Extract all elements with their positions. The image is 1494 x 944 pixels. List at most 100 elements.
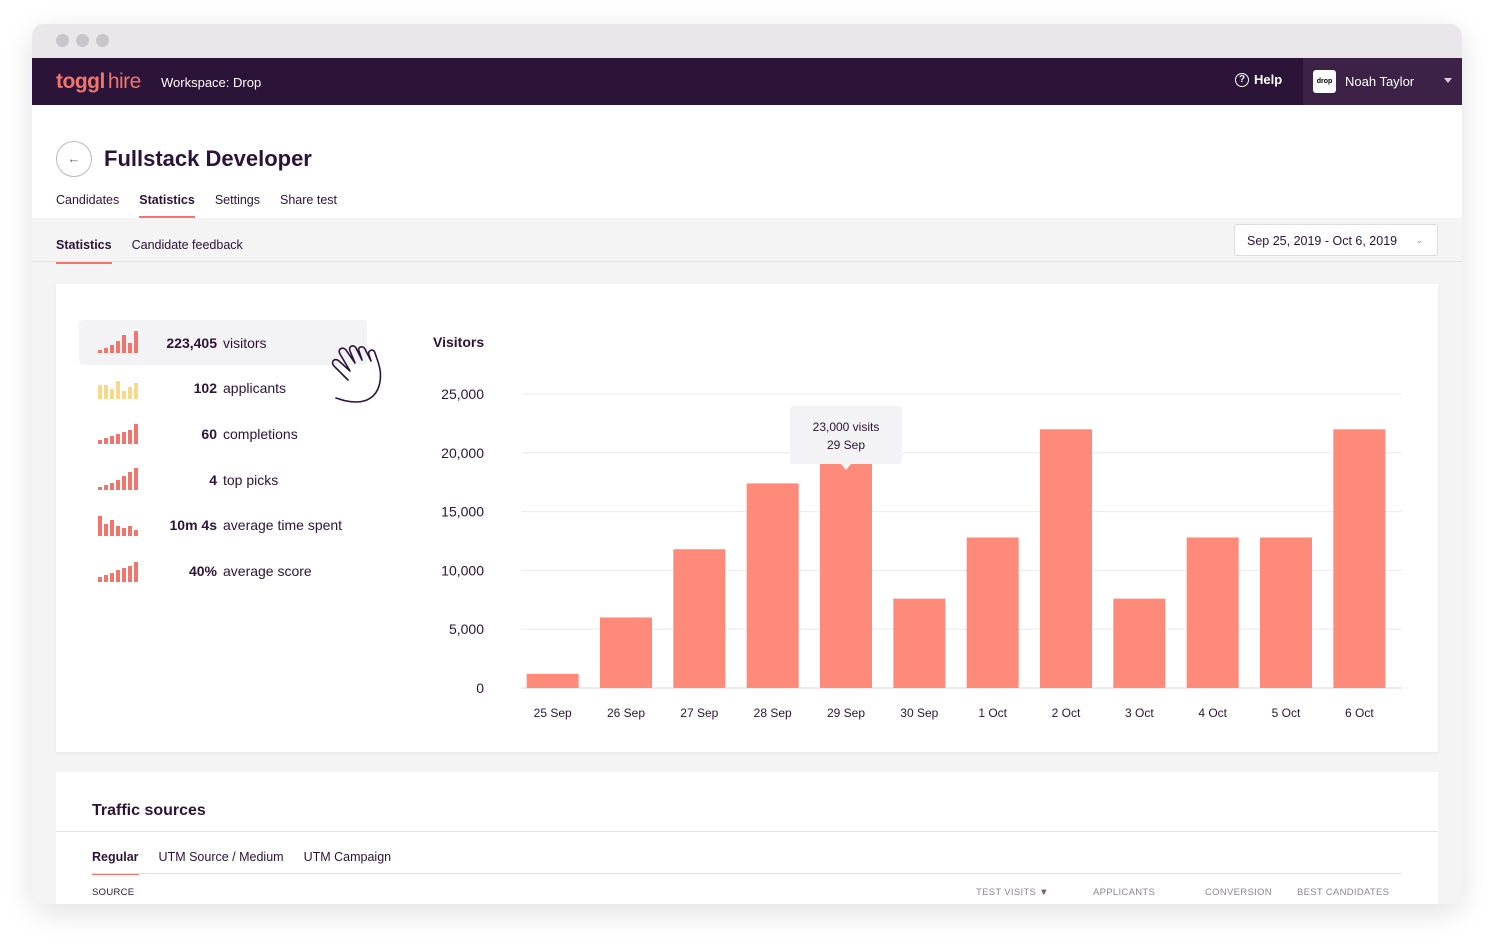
column-header-test-visits[interactable]: TEST VISITS ▼	[976, 887, 1049, 898]
date-range-picker[interactable]: Sep 25, 2019 - Oct 6, 2019 ⌄	[1234, 224, 1438, 256]
divider	[92, 873, 1402, 874]
window-titlebar	[32, 24, 1462, 58]
sort-desc-icon: ▼	[1039, 887, 1049, 898]
x-tick-label: 29 Sep	[827, 706, 865, 720]
bar[interactable]	[1040, 429, 1092, 688]
sparkline-icon	[98, 424, 138, 445]
x-tick-label: 2 Oct	[1052, 706, 1081, 720]
tab-utm-campaign[interactable]: UTM Campaign	[303, 850, 392, 864]
sparkline-icon	[98, 468, 138, 491]
divider	[56, 831, 1438, 832]
subtab-statistics[interactable]: Statistics	[56, 238, 112, 264]
bar[interactable]	[893, 598, 946, 688]
stat-row[interactable]: 10m 4s average time spent	[79, 503, 367, 548]
statistics-card: 223,405 visitors 102 applicants 60 completion…	[56, 284, 1438, 752]
workspace-label[interactable]: Workspace: Drop	[161, 75, 262, 90]
bar[interactable]	[673, 549, 726, 688]
window-maximize-dot[interactable]	[96, 34, 109, 47]
bar[interactable]	[1186, 537, 1239, 688]
x-tick-label: 3 Oct	[1125, 706, 1154, 720]
sub-tabs: Statistics Candidate feedback	[56, 238, 263, 264]
stat-value: 102	[193, 380, 217, 397]
bar[interactable]	[526, 673, 579, 688]
help-button[interactable]: ? Help	[1235, 72, 1282, 87]
stat-label: average time spent	[223, 517, 343, 534]
sparkline-icon	[98, 380, 138, 399]
chevron-down-icon: ⌄	[1415, 235, 1423, 245]
stat-value: 10m 4s	[169, 517, 217, 534]
visitors-bar-chart: 0 5,000 10,000 15,000 20,000 25,000 25 Sep 26 S…	[441, 386, 1402, 720]
top-navbar: toggl hire Workspace: Drop ? Help drop No…	[32, 58, 1462, 105]
stat-label: top picks	[223, 471, 279, 488]
user-name: Noah Taylor	[1345, 74, 1415, 89]
traffic-tabs: Regular UTM Source / Medium UTM Campaign	[92, 850, 411, 875]
column-header-conversion[interactable]: CONVERSION	[1205, 887, 1272, 898]
traffic-sources-title: Traffic sources	[92, 802, 206, 819]
hand-cursor-icon	[331, 345, 382, 403]
sparkline-icon	[98, 515, 138, 536]
app-logo[interactable]: toggl hire	[56, 70, 141, 93]
y-tick-label: 10,000	[441, 562, 484, 578]
x-tick-label: 25 Sep	[534, 706, 572, 720]
bar[interactable]	[1260, 537, 1312, 688]
tab-statistics[interactable]: Statistics	[139, 193, 195, 218]
main-tabs: Candidates Statistics Settings Share tes…	[56, 193, 357, 218]
window-minimize-dot[interactable]	[76, 34, 89, 47]
stat-row[interactable]: 40% average score	[79, 549, 367, 594]
stat-row[interactable]: 60 completions	[79, 411, 367, 456]
bar[interactable]	[746, 483, 799, 688]
x-tick-label: 1 Oct	[978, 706, 1007, 720]
stat-row[interactable]: 102 applicants	[79, 366, 367, 411]
help-icon: ?	[1235, 72, 1249, 87]
tab-share-test[interactable]: Share test	[280, 193, 337, 207]
stat-value: 4	[209, 471, 217, 488]
chart-tooltip: 23,000 visits 29 Sep	[790, 406, 902, 470]
divider	[32, 261, 1462, 262]
back-button[interactable]: ←	[56, 141, 92, 177]
help-label: Help	[1254, 72, 1283, 87]
x-tick-label: 27 Sep	[680, 706, 718, 720]
bar[interactable]	[600, 617, 652, 688]
x-tick-label: 5 Oct	[1272, 706, 1301, 720]
column-header-applicants[interactable]: APPLICANTS	[1093, 887, 1156, 898]
tooltip-text: 23,000 visits	[813, 420, 880, 434]
arrow-left-icon: ←	[67, 151, 81, 166]
bar[interactable]	[966, 537, 1019, 688]
window-close-dot[interactable]	[56, 34, 69, 47]
stat-value: 60	[201, 425, 217, 442]
x-tick-label: 6 Oct	[1345, 706, 1374, 720]
stat-label: average score	[223, 563, 312, 579]
stat-value: 40%	[188, 563, 217, 579]
x-tick-label: 30 Sep	[900, 706, 938, 720]
tooltip-text: 29 Sep	[827, 438, 865, 452]
stat-label: completions	[223, 425, 298, 442]
column-header-source[interactable]: SOURCE	[92, 887, 135, 898]
stat-row[interactable]: 223,405 visitors	[79, 320, 367, 365]
page-header: ← Fullstack Developer Candidates Statist…	[32, 105, 1462, 218]
page-title: Fullstack Developer	[104, 146, 312, 171]
bar[interactable]	[1113, 598, 1166, 688]
subtab-candidate-feedback[interactable]: Candidate feedback	[131, 238, 243, 252]
x-tick-label: 26 Sep	[607, 706, 645, 720]
stat-label: visitors	[223, 334, 267, 351]
y-tick-label: 0	[476, 680, 484, 696]
traffic-sources-card: Traffic sources Regular UTM Source / Med…	[56, 772, 1438, 904]
browser-window: toggl hire Workspace: Drop ? Help drop No…	[32, 24, 1462, 904]
x-tick-label: 28 Sep	[754, 706, 792, 720]
y-tick-label: 15,000	[441, 504, 484, 520]
stat-value: 223,405	[166, 334, 217, 351]
tab-regular[interactable]: Regular	[92, 850, 139, 875]
stat-row[interactable]: 4 top picks	[79, 457, 367, 502]
column-header-best-candidates[interactable]: BEST CANDIDATES	[1297, 887, 1390, 898]
tab-candidates[interactable]: Candidates	[56, 193, 120, 207]
avatar: drop	[1313, 70, 1336, 93]
chevron-down-icon	[1444, 78, 1452, 83]
tab-utm-source-medium[interactable]: UTM Source / Medium	[158, 850, 284, 864]
user-menu[interactable]: drop Noah Taylor	[1303, 58, 1462, 105]
chart-title: Visitors	[433, 334, 485, 350]
stat-label: applicants	[223, 380, 287, 397]
tab-settings[interactable]: Settings	[214, 193, 261, 207]
y-tick-label: 20,000	[441, 445, 484, 461]
y-tick-label: 25,000	[441, 386, 484, 402]
bar[interactable]	[1333, 429, 1386, 688]
